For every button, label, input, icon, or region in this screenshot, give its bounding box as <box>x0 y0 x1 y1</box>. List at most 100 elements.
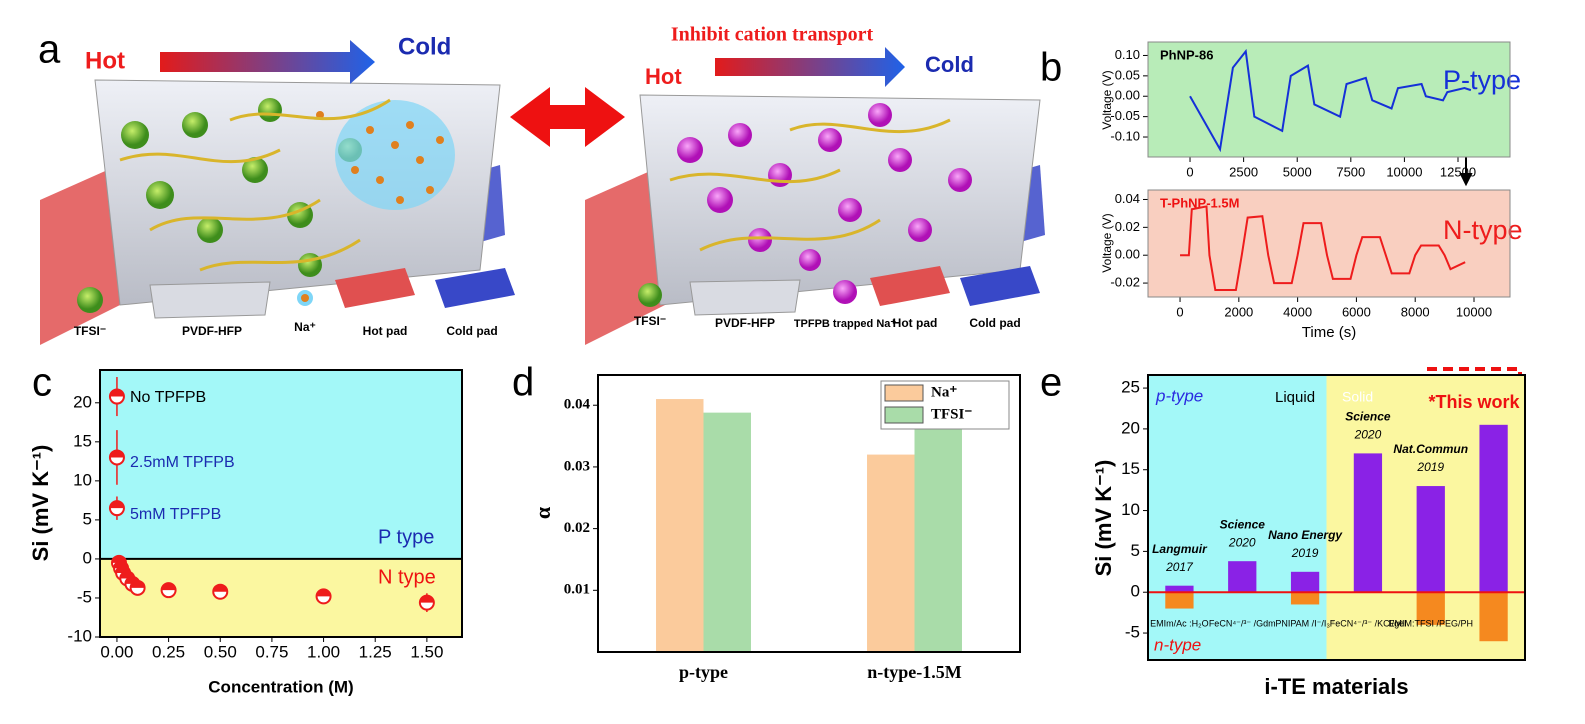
x-tick-label: 8000 <box>1401 304 1430 319</box>
panel: -10 -5 0 5 10 15 20 0.00 0.25 0.50 0.75 1.00 1.25 1.5… <box>28 369 463 696</box>
x-tick-label: 2000 <box>1224 304 1253 319</box>
annotation: 5mM TPFPB <box>130 506 221 523</box>
year: 2019 <box>1291 546 1319 560</box>
bar <box>656 399 704 652</box>
x-tick-label: PNIPAM /I⁻/I₃⁻ <box>1275 619 1335 629</box>
y-tick-label: 5 <box>1131 541 1140 560</box>
plot-frame <box>99 369 463 638</box>
legend-label: TFSI⁻ <box>74 324 106 338</box>
year: 2020 <box>1354 428 1382 442</box>
legend-swatch <box>884 406 924 424</box>
panel-labels: a b c d e <box>32 28 1062 405</box>
y-tick-label: 0.04 <box>564 397 591 413</box>
bar <box>1479 424 1508 593</box>
x-tick-label: 7500 <box>1336 164 1365 179</box>
y-tick-label: 15 <box>73 431 92 450</box>
y-tick-label: 0.01 <box>564 582 590 598</box>
y-tick-label: 0.10 <box>1115 47 1140 62</box>
bar <box>1479 592 1508 642</box>
x-tick-label: 0.00 <box>100 642 133 661</box>
legend-label: n-type <box>1154 635 1201 654</box>
x-tick-label: EMIm/Ac :H₂O <box>1150 619 1209 629</box>
panel-label: a <box>38 28 61 72</box>
x-tick-label: 10000 <box>1386 164 1422 179</box>
line <box>1189 48 1472 153</box>
annotation: Liquid <box>1275 389 1315 406</box>
hot-label: Hot <box>85 47 125 74</box>
legend-label: Hot pad <box>893 316 938 330</box>
point-half <box>316 589 331 597</box>
region <box>1148 375 1327 660</box>
legend-label: PVDF-HFP <box>182 324 242 338</box>
y-tick-label: 5 <box>83 509 92 528</box>
y-tick-label: 0.02 <box>1115 219 1140 234</box>
x-tick-label: 0 <box>1186 164 1193 179</box>
bar <box>703 412 751 652</box>
y-tick-label: -0.05 <box>1110 108 1140 123</box>
y-tick-label: 15 <box>1121 459 1140 478</box>
legend-label: Cold pad <box>446 324 497 338</box>
x-axis-label: i-TE materials <box>1264 674 1408 699</box>
x-tick-label: 10000 <box>1456 304 1492 319</box>
type-annotation: N-type <box>1443 215 1523 245</box>
panel-label: b <box>1040 46 1062 90</box>
x-tick-label: 2500 <box>1229 164 1258 179</box>
x-tick-label: n-type-1.5M <box>867 662 961 682</box>
bar <box>1416 486 1445 593</box>
panel: 0.10 0.05 0.00 -0.05 -0.10 0 2500 5000 7500 10000… <box>1100 41 1521 179</box>
chart-title: T-PhNP-1.5M <box>1160 195 1239 210</box>
bar <box>1165 592 1194 609</box>
x-tick-label: 0.50 <box>204 642 237 661</box>
plot-background <box>1148 42 1510 157</box>
x-axis-label: Time (s) <box>1302 324 1356 341</box>
point-half <box>109 450 124 458</box>
point-half <box>130 580 145 588</box>
y-tick-label: 10 <box>73 470 92 489</box>
cold-label: Cold <box>925 52 974 77</box>
journal: Langmuir <box>1152 542 1208 556</box>
legend-label: Cold pad <box>969 316 1020 330</box>
x-tick-label: FeCN⁴⁻/³⁻ /Gdm <box>1209 619 1276 629</box>
year: 2019 <box>1416 460 1444 474</box>
y-axis-label: Si (mV K⁻¹) <box>1091 460 1116 577</box>
y-tick-label: -10 <box>67 626 92 645</box>
y-tick-label: -0.02 <box>1110 275 1140 290</box>
y-tick-label: 0.05 <box>1115 67 1140 82</box>
bar <box>1290 571 1320 593</box>
point-half <box>419 595 434 603</box>
y-tick-label: 25 <box>1121 378 1140 397</box>
panel-label: c <box>32 361 52 405</box>
y-axis-label: Voltage (V) <box>1100 213 1114 272</box>
plot-frame <box>1147 189 1511 298</box>
panel-label: e <box>1040 361 1062 405</box>
legend-label: TPFPB trapped Na⁺ <box>794 318 897 330</box>
point-half <box>109 501 124 509</box>
annotation: 2.5mM TPFPB <box>130 454 235 471</box>
legend-label: Na⁺ <box>931 384 957 400</box>
panel: 0.04 0.02 0.00 -0.02 0 2000 4000 6000 8000 10000 V… <box>1100 189 1523 341</box>
x-tick-label: 1.50 <box>410 642 443 661</box>
panel-label: d <box>512 361 534 405</box>
annotation: Solid <box>1342 389 1373 405</box>
annotation: P type <box>378 526 434 548</box>
x-tick-label: 0.25 <box>152 642 185 661</box>
line <box>1180 205 1466 292</box>
point-half <box>109 389 124 397</box>
bar <box>1165 585 1194 593</box>
bar <box>1416 592 1445 625</box>
y-axis-label: Voltage (V) <box>1100 70 1114 129</box>
x-tick-label: 4000 <box>1283 304 1312 319</box>
schematic: Hot Cold Inhibit cation transport Hot Co… <box>40 24 1045 345</box>
legend-swatch <box>884 384 924 402</box>
x-tick-label: 0.75 <box>255 642 288 661</box>
bar <box>914 426 962 652</box>
plot-frame <box>1147 41 1511 158</box>
bar <box>1353 453 1383 593</box>
y-tick-label: -5 <box>77 587 92 606</box>
year: 2017 <box>1165 560 1194 574</box>
x-tick-label: 0 <box>1176 304 1183 319</box>
y-tick-label: 0.04 <box>1115 191 1140 206</box>
point-half <box>161 583 176 591</box>
y-tick-label: 20 <box>73 392 92 411</box>
